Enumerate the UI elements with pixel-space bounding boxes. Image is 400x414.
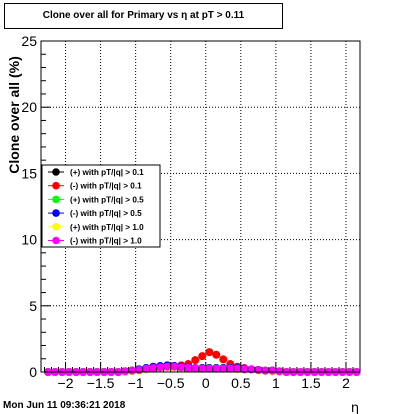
- y-tick-label: 10: [21, 232, 37, 248]
- legend-label: (-) with pT/|q| > 0.1: [70, 182, 142, 191]
- data-point: [247, 365, 256, 374]
- data-point: [219, 355, 228, 364]
- data-point: [191, 356, 200, 365]
- datestamp: Mon Jun 11 09:36:21 2018: [3, 400, 126, 411]
- data-point: [205, 364, 214, 373]
- data-point: [177, 363, 186, 372]
- data-point: [156, 363, 165, 372]
- x-tick-label: −1: [128, 375, 144, 391]
- legend-marker: [52, 168, 60, 176]
- x-tick-label: 1: [272, 375, 280, 391]
- x-tick-label: −1.5: [87, 375, 115, 391]
- legend-label: (-) with pT/|q| > 0.5: [70, 209, 142, 218]
- plot-frame: [40, 40, 361, 373]
- data-point: [121, 367, 130, 376]
- chart-title: Clone over all for Primary vs η at pT > …: [42, 10, 245, 21]
- data-point: [198, 364, 207, 373]
- data-point: [191, 364, 200, 373]
- data-point: [170, 362, 179, 371]
- x-tick-label: 0: [202, 375, 210, 391]
- data-point: [261, 366, 270, 375]
- data-point: [212, 350, 221, 359]
- legend: (+) with pT/|q| > 0.1 (-) with pT/|q| > 0…: [41, 164, 161, 248]
- legend-label: (-) with pT/|q| > 1.0: [70, 237, 142, 246]
- data-point: [233, 364, 242, 373]
- data-point: [184, 364, 193, 373]
- legend-label: (+) with pT/|q| > 0.1: [70, 168, 144, 177]
- legend-marker: [52, 181, 60, 190]
- y-tick-label: 5: [29, 298, 37, 314]
- legend-marker: [52, 209, 60, 217]
- x-tick-label: 1.5: [301, 375, 321, 391]
- data-point: [240, 365, 249, 374]
- title-box: Clone over all for Primary vs η at pT > …: [4, 3, 283, 29]
- legend-marker: [52, 236, 60, 245]
- data-point: [163, 362, 172, 371]
- data-point: [212, 364, 221, 373]
- y-tick-label: 15: [21, 165, 37, 181]
- legend-label: (+) with pT/|q| > 0.5: [70, 195, 144, 204]
- legend-label: (+) with pT/|q| > 1.0: [70, 223, 144, 232]
- data-point: [135, 366, 144, 375]
- x-tick-label: −0.5: [157, 375, 185, 391]
- legend-marker: [52, 195, 60, 204]
- ticks: [41, 40, 354, 373]
- y-tick-label: 0: [29, 364, 37, 380]
- legend-box: [41, 164, 161, 248]
- y-axis-label: Clone over all (%): [6, 56, 22, 173]
- series: [44, 362, 361, 376]
- legend-marker: [52, 223, 60, 231]
- data-point: [205, 348, 214, 357]
- data-point: [275, 367, 284, 376]
- data-point: [149, 364, 158, 373]
- x-tick-label: −2: [58, 375, 74, 391]
- data-point: [226, 364, 235, 373]
- x-axis-label: η: [351, 401, 359, 414]
- data-point: [219, 364, 228, 373]
- data-point: [198, 352, 207, 361]
- x-tick-label: 0.5: [231, 375, 251, 391]
- data-point: [128, 366, 137, 375]
- data-point: [254, 366, 263, 375]
- y-tick-label: 20: [21, 99, 37, 115]
- y-tick-label: 25: [21, 33, 37, 49]
- data-point: [268, 366, 277, 375]
- x-tick-label: 2: [342, 375, 350, 391]
- data-point: [142, 364, 151, 373]
